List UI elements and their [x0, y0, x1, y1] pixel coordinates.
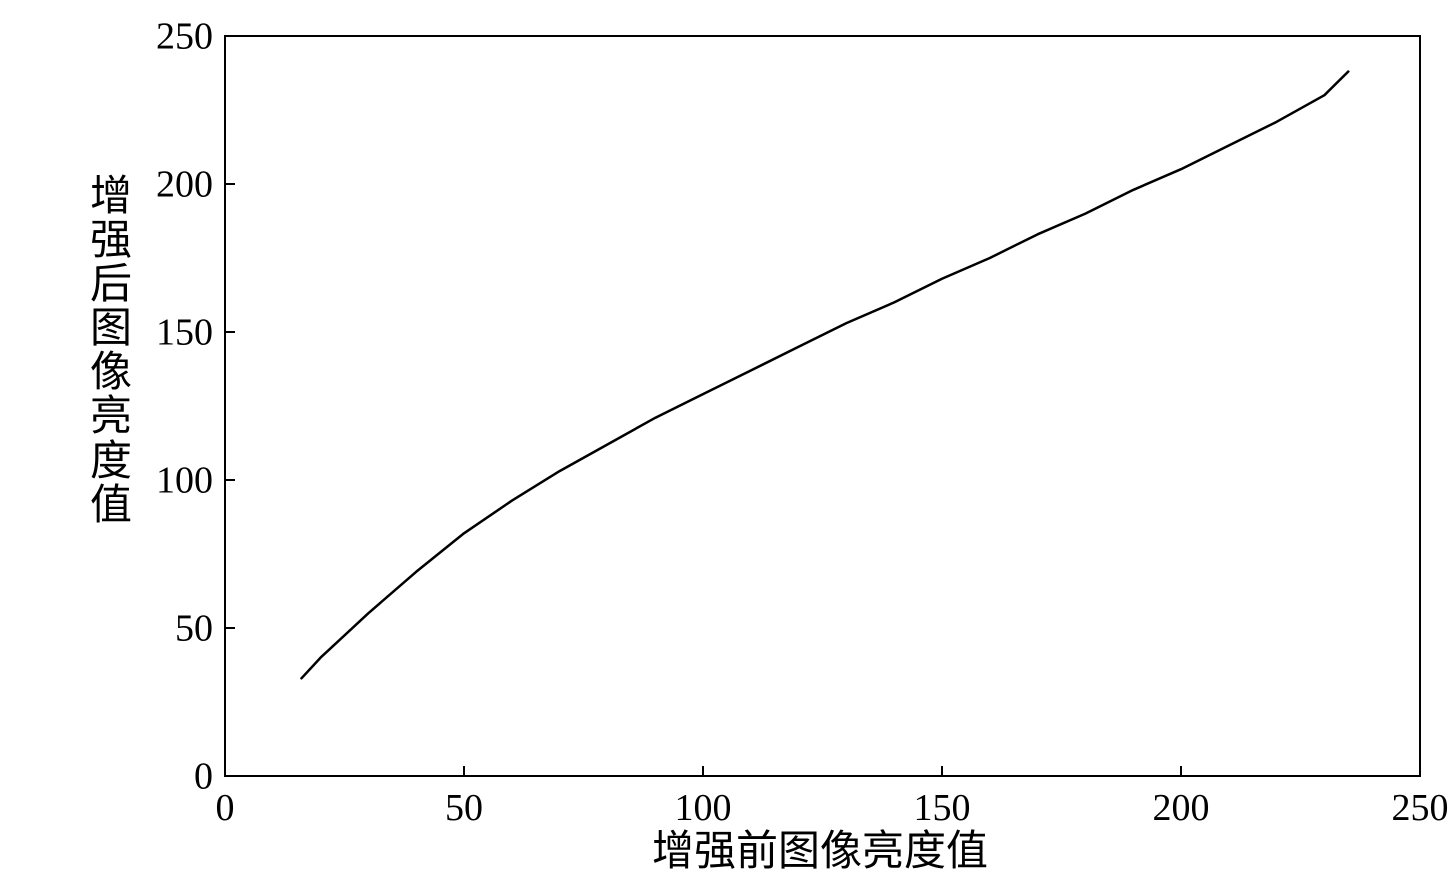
line-chart: 0 50 100 150 200 250 0 50 100 150 200 250 增强前图像亮度值	[0, 0, 1449, 883]
y-tick-label: 100	[156, 460, 213, 502]
y-tick-label: 150	[156, 312, 213, 354]
y-axis-label: 增强后图像亮度值	[90, 175, 132, 528]
x-tick-label: 0	[216, 787, 235, 829]
x-tick-label: 250	[1392, 787, 1449, 829]
x-tick-label: 200	[1153, 787, 1210, 829]
plot-area-border	[225, 36, 1420, 776]
y-axis-label-char: 度	[90, 440, 132, 484]
x-tick-label: 100	[675, 787, 732, 829]
y-axis-label-char: 增	[90, 175, 132, 219]
y-tick-label: 250	[156, 16, 213, 58]
y-axis-label-char: 后	[90, 263, 132, 307]
y-axis-label-char: 图	[90, 307, 132, 351]
x-tick-label: 50	[445, 787, 483, 829]
x-tick-label: 150	[914, 787, 971, 829]
y-tick-label: 200	[156, 164, 213, 206]
y-tick-label: 50	[175, 608, 213, 650]
y-tick-label: 0	[194, 756, 213, 798]
y-axis-label-char: 像	[90, 351, 132, 395]
y-axis-label-char: 亮	[90, 395, 132, 439]
y-axis-label-char: 强	[90, 219, 132, 263]
y-axis-label-char: 值	[90, 484, 132, 528]
x-axis-label: 增强前图像亮度值	[652, 828, 988, 875]
chart-container: 0 50 100 150 200 250 0 50 100 150 200 250 增强前图像亮度值 增…	[0, 0, 1449, 883]
